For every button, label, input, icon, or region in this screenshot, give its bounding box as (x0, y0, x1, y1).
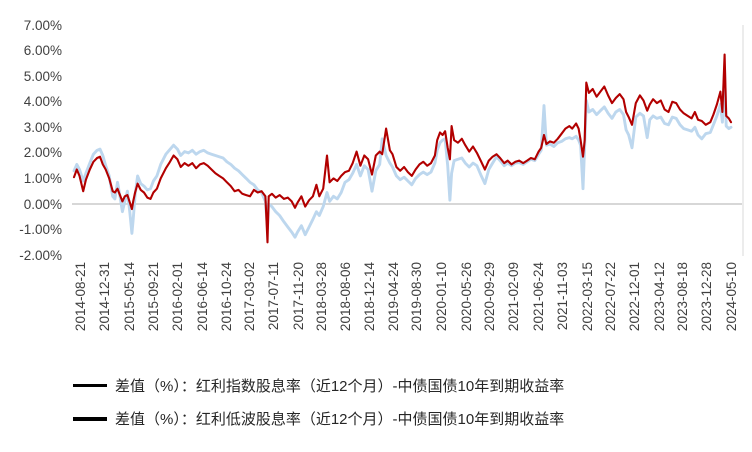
y-tick-label: 6.00% (23, 43, 62, 59)
legend-label-dividend-index: 差值（%）：红利指数股息率（近12个月）-中债国债10年到期收益率 (115, 378, 565, 395)
series-line-dividend-index (72, 53, 733, 244)
y-tick-label: 1.00% (23, 170, 62, 186)
y-tick-label: 4.00% (23, 94, 62, 110)
y-tick-label: -1.00% (19, 222, 62, 238)
legend-label-dividend-lowvol: 差值（%）：红利低波股息率（近12个月）-中债国债10年到期收益率 (115, 411, 565, 428)
y-tick-label: 0.00% (23, 196, 62, 212)
y-tick-label: -2.00% (19, 247, 62, 263)
legend-item-dividend-lowvol: 差值（%）：红利低波股息率（近12个月）-中债国债10年到期收益率 (73, 408, 564, 429)
y-tick-label: 5.00% (23, 68, 62, 84)
series-line-dividend-lowvol (72, 68, 733, 239)
y-tick-label: 3.00% (23, 119, 62, 135)
blue-line-swatch-icon (73, 416, 107, 421)
y-tick-label: 7.00% (23, 17, 62, 33)
red-line-swatch-icon (73, 384, 107, 387)
y-tick-label: 2.00% (23, 145, 62, 161)
legend: 差值（%）：红利指数股息率（近12个月）-中债国债10年到期收益率 差值（%）：… (73, 375, 564, 429)
legend-item-dividend-index: 差值（%）：红利指数股息率（近12个月）-中债国债10年到期收益率 (73, 375, 564, 396)
